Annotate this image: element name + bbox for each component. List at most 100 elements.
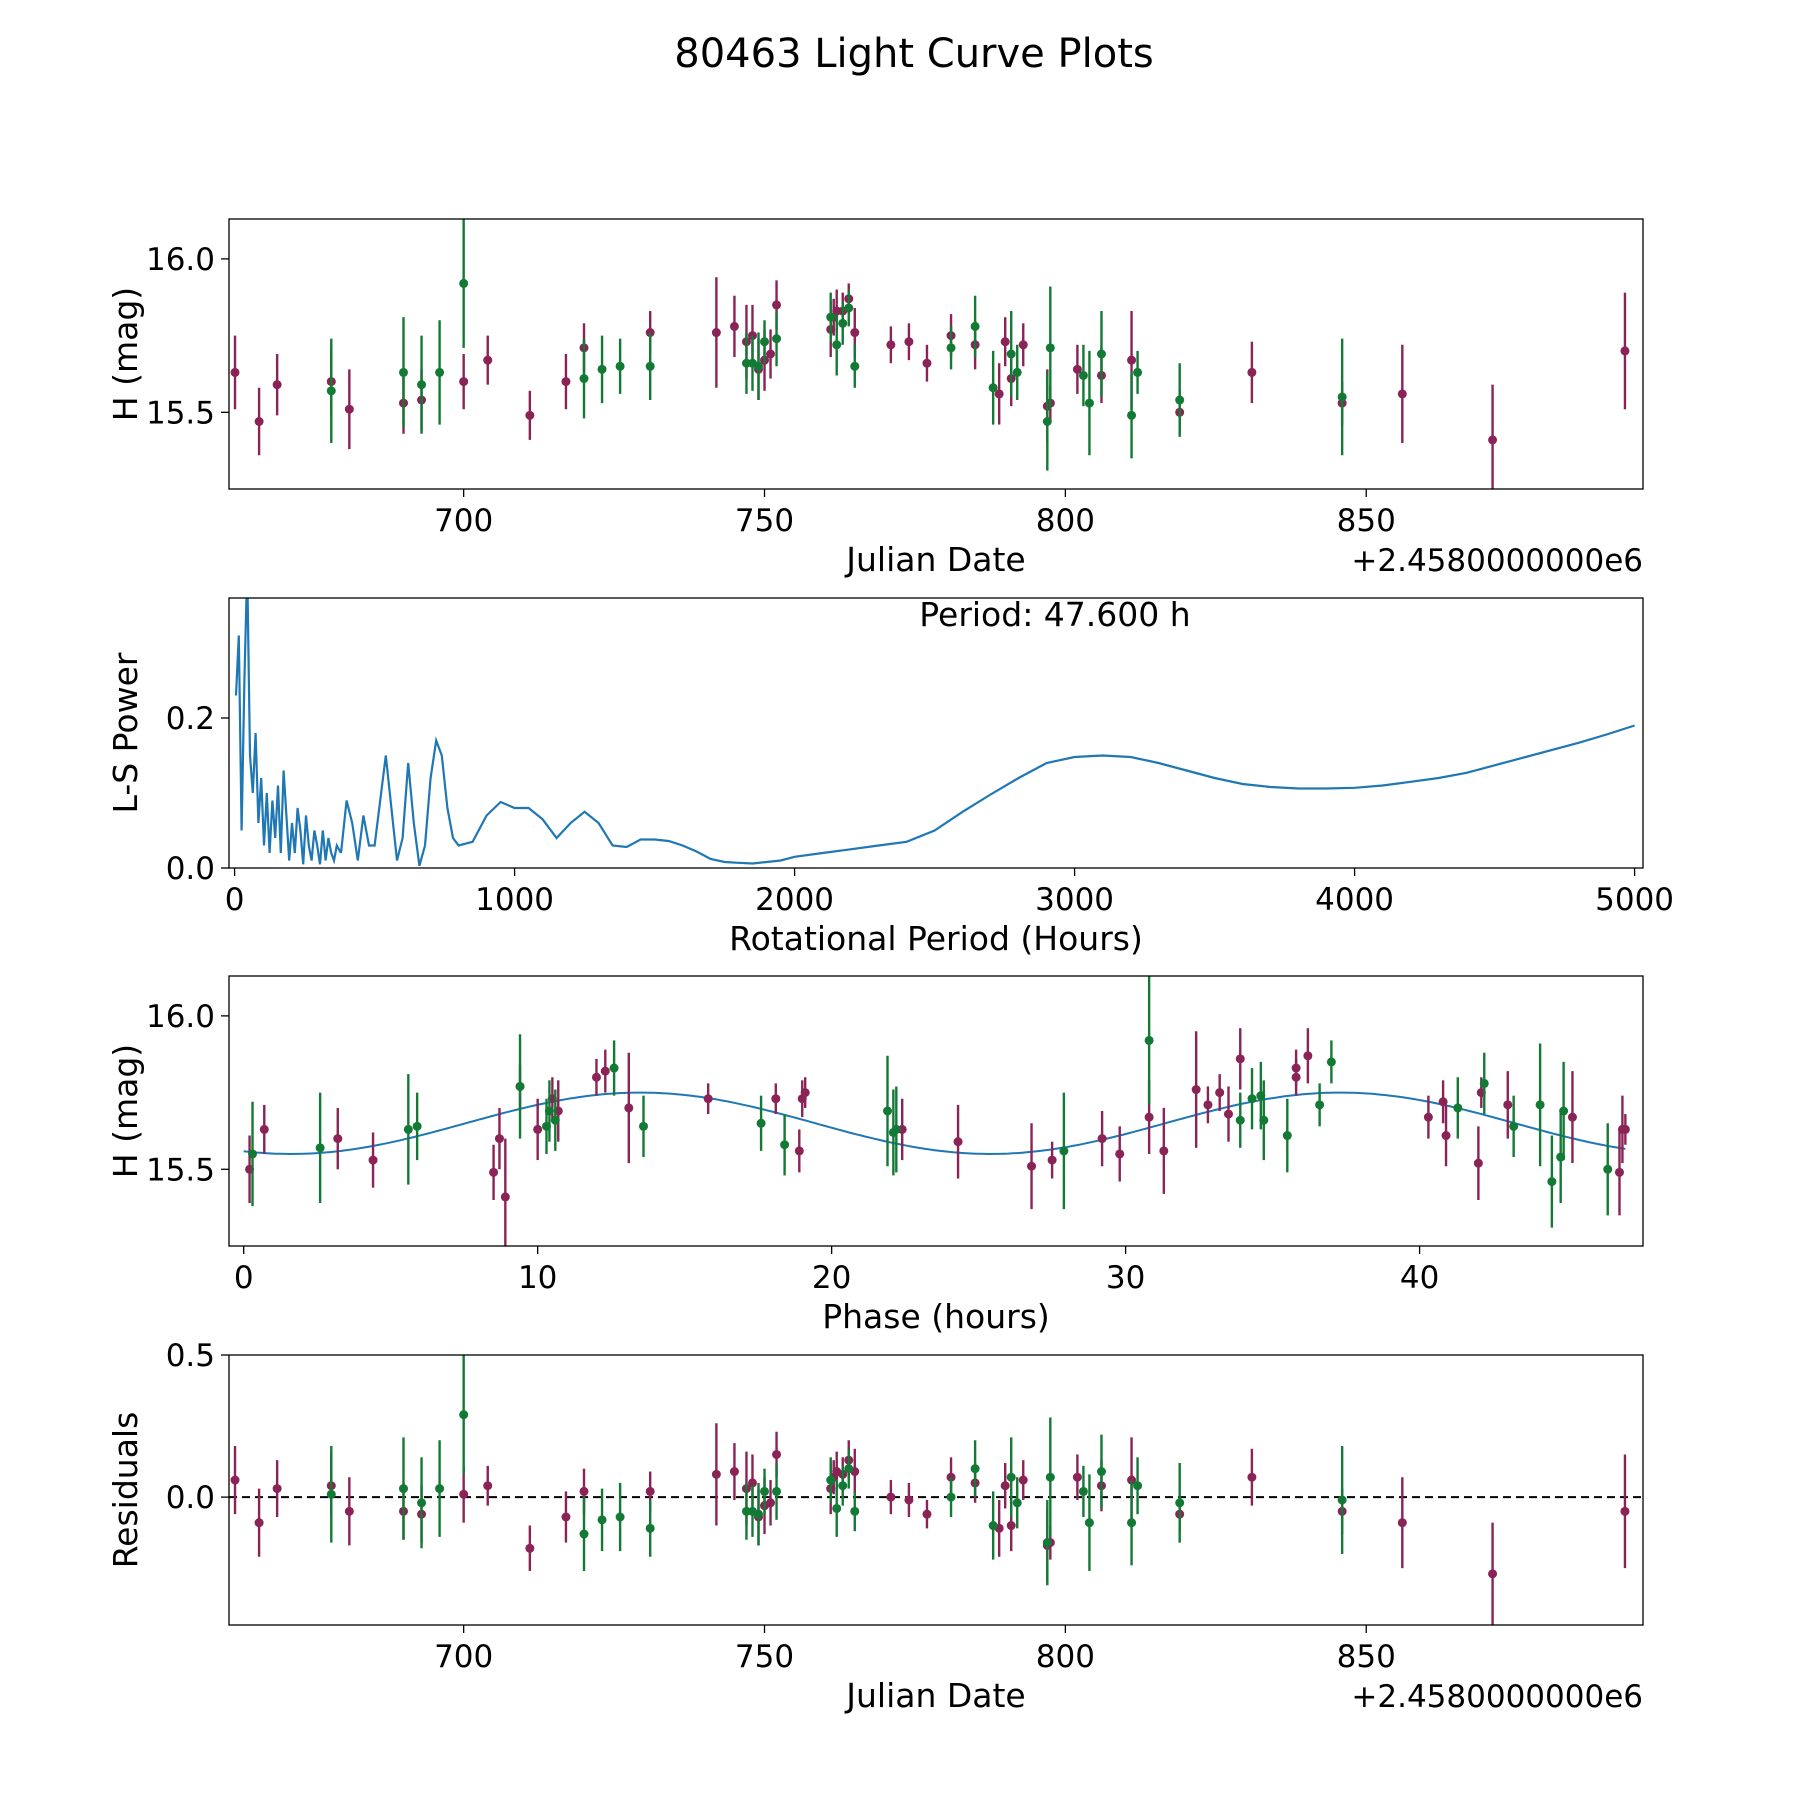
- data-point: [459, 219, 469, 348]
- y-axis-label: H (mag): [106, 287, 145, 421]
- data-point: [230, 1445, 240, 1515]
- data-point: [1235, 1028, 1245, 1090]
- data-point: [1488, 384, 1498, 489]
- point-marker: [1175, 1498, 1185, 1508]
- point-marker: [729, 321, 739, 331]
- data-point: [259, 1104, 269, 1154]
- point-marker: [1547, 1177, 1557, 1187]
- point-marker: [561, 1512, 571, 1522]
- data-point: [1423, 1095, 1433, 1139]
- point-marker: [1175, 395, 1185, 405]
- point-marker: [368, 1155, 378, 1165]
- point-marker: [272, 1484, 282, 1494]
- point-marker: [1144, 1112, 1154, 1122]
- x-tick-label: 750: [735, 1639, 794, 1675]
- y-tick-label: 0.5: [166, 1338, 215, 1374]
- data-point: [953, 1104, 963, 1179]
- data-point: [838, 301, 848, 345]
- data-point: [544, 1080, 554, 1142]
- point-marker: [344, 1506, 354, 1516]
- point-marker: [459, 1410, 469, 1420]
- data-point: [525, 1525, 535, 1571]
- point-marker: [729, 1467, 739, 1477]
- x-axis-label: Phase (hours): [822, 1297, 1050, 1336]
- point-marker: [826, 1475, 836, 1485]
- data-point: [904, 1482, 914, 1517]
- point-marker: [1488, 1569, 1498, 1579]
- data-point: [1133, 350, 1143, 394]
- point-marker: [946, 1492, 956, 1502]
- point-marker: [1084, 398, 1094, 408]
- data-point: [800, 1077, 810, 1108]
- point-marker: [1018, 1475, 1028, 1485]
- data-point: [1127, 1480, 1137, 1566]
- point-marker: [850, 361, 860, 371]
- point-marker: [800, 1088, 810, 1098]
- point-marker: [838, 318, 848, 328]
- data-point: [638, 1095, 648, 1158]
- point-marker: [1096, 1467, 1106, 1477]
- data-point: [1224, 1086, 1234, 1142]
- point-marker: [832, 340, 842, 350]
- data-point: [1282, 1098, 1292, 1173]
- data-point: [326, 1445, 336, 1543]
- data-point: [844, 1448, 854, 1489]
- data-point: [1096, 1434, 1106, 1509]
- point-marker: [753, 1509, 763, 1519]
- data-point: [886, 326, 896, 364]
- x-tick-label: 0: [225, 882, 245, 918]
- data-point: [826, 292, 836, 342]
- axes-frame: [228, 975, 1644, 1247]
- y-axis-label: H (mag): [106, 1044, 145, 1178]
- point-marker: [459, 377, 469, 387]
- point-marker: [1072, 364, 1082, 374]
- point-marker: [525, 410, 535, 420]
- point-marker: [711, 1469, 721, 1479]
- point-marker: [1045, 1472, 1055, 1482]
- data-point: [1042, 1499, 1052, 1586]
- data-point: [1078, 1465, 1088, 1517]
- x-tick-label: 0: [234, 1260, 254, 1296]
- y-tick-label: 0.0: [166, 1480, 215, 1516]
- point-marker: [483, 1481, 493, 1491]
- point-marker: [544, 1106, 554, 1116]
- data-point: [850, 1491, 860, 1532]
- data-point: [315, 1092, 325, 1204]
- point-marker: [459, 1489, 469, 1499]
- axes-frame: [228, 597, 1644, 869]
- point-marker: [994, 389, 1004, 399]
- data-point: [922, 344, 932, 382]
- data-point: [609, 1040, 619, 1096]
- point-marker: [1012, 367, 1022, 377]
- point-marker: [1127, 410, 1137, 420]
- point-marker: [766, 349, 776, 359]
- point-marker: [1084, 1518, 1094, 1528]
- x-tick-label: 800: [1036, 1639, 1095, 1675]
- data-point: [844, 289, 854, 327]
- data-point: [772, 1463, 782, 1520]
- data-point: [832, 1480, 842, 1537]
- point-marker: [1133, 367, 1143, 377]
- x-tick-label: 4000: [1315, 882, 1394, 918]
- data-point: [398, 1437, 408, 1540]
- data-point: [1018, 323, 1028, 367]
- data-point: [711, 1423, 721, 1526]
- data-point: [1441, 1104, 1451, 1167]
- data-point: [417, 1457, 427, 1549]
- point-marker: [615, 361, 625, 371]
- point-marker: [756, 1118, 766, 1128]
- data-point: [645, 332, 655, 401]
- point-marker: [1006, 1521, 1016, 1531]
- point-marker: [850, 1506, 860, 1516]
- point-marker: [597, 364, 607, 374]
- data-point: [904, 323, 914, 361]
- data-point: [615, 1482, 625, 1552]
- point-marker: [1247, 1472, 1257, 1482]
- point-marker: [1282, 1131, 1292, 1141]
- x-tick-label: 20: [812, 1260, 851, 1296]
- data-point: [483, 1465, 493, 1506]
- point-marker: [1006, 1472, 1016, 1482]
- data-point: [417, 335, 427, 434]
- data-point: [254, 387, 264, 456]
- data-point: [1620, 1454, 1630, 1569]
